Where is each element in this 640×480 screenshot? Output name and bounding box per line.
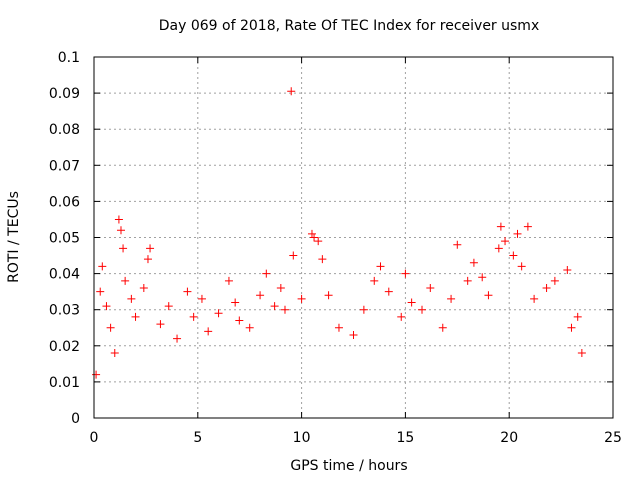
data-point [463,276,472,285]
x-tick-label: 15 [396,430,414,446]
x-tick-label: 25 [604,430,622,446]
y-tick-label: 0.1 [58,50,80,66]
data-point [235,316,244,325]
y-tick-label: 0.09 [49,86,80,102]
x-tick-label: 5 [193,430,202,446]
data-point [96,287,105,296]
data-point [376,262,385,271]
y-tick-label: 0.06 [49,194,80,210]
data-point [280,305,289,314]
y-tick-label: 0.03 [49,303,80,319]
data-point [98,262,107,271]
data-point [307,229,316,238]
data-point [224,276,233,285]
data-point [110,349,119,358]
data-point [401,269,410,278]
data-point [438,323,447,332]
y-tick-label: 0.01 [49,375,80,391]
data-point [102,302,111,311]
data-point [453,240,462,249]
x-axis-label: GPS time / hours [290,458,407,474]
data-point [567,323,576,332]
data-point [397,312,406,321]
data-point [517,262,526,271]
data-point [204,327,213,336]
data-point [494,244,503,253]
y-axis-label: ROTI / TECUs [6,191,22,283]
data-point [143,255,152,264]
data-point [146,244,155,253]
grid [94,57,613,418]
data-point [407,298,416,307]
data-point [573,312,582,321]
y-tick-label: 0.04 [49,267,80,283]
data-point [92,370,101,379]
x-tick-label: 0 [90,430,99,446]
data-point [426,284,435,293]
data-point [189,312,198,321]
data-point [334,323,343,332]
data-point [310,233,319,242]
data-point [478,273,487,282]
data-point [324,291,333,300]
data-point [447,294,456,303]
data-point [256,291,265,300]
data-point [214,309,223,318]
data-points [92,87,586,379]
data-point [349,330,358,339]
data-point [131,312,140,321]
data-point [509,251,518,260]
x-tick-label: 20 [500,430,518,446]
data-point [289,251,298,260]
y-tick-label: 0.02 [49,339,80,355]
data-point [318,255,327,264]
data-point [276,284,285,293]
y-tick-label: 0.05 [49,231,80,247]
data-point [418,305,427,314]
data-point [384,287,393,296]
data-point [127,294,136,303]
data-point [314,237,323,246]
data-point [297,294,306,303]
y-tick-label: 0.07 [49,158,80,174]
data-point [501,237,510,246]
data-point [231,298,240,307]
y-tick-label: 0 [71,411,80,427]
data-point [116,226,125,235]
data-point [173,334,182,343]
data-point [262,269,271,278]
data-point [469,258,478,267]
data-point [287,87,296,96]
data-point [119,244,128,253]
data-point [530,294,539,303]
x-tick-label: 10 [293,430,311,446]
x-axis: 0 5 10 15 20 25 [90,57,622,446]
y-tick-label: 0.08 [49,122,80,138]
data-point [563,265,572,274]
data-point [245,323,254,332]
data-point [496,222,505,231]
data-point [121,276,130,285]
data-point [270,302,279,311]
data-point [542,284,551,293]
chart-title: Day 069 of 2018, Rate Of TEC Index for r… [159,18,539,34]
data-point [156,320,165,329]
data-point [523,222,532,231]
data-point [114,215,123,224]
data-point [550,276,559,285]
data-point [197,294,206,303]
data-point [484,291,493,300]
data-point [370,276,379,285]
data-point [359,305,368,314]
data-point [577,349,586,358]
data-point [106,323,115,332]
data-point [513,229,522,238]
data-point [164,302,173,311]
y-axis: 0 0.01 0.02 0.03 0.04 0.05 0.06 0.07 0.08 0.09 0.1 [49,50,613,427]
data-point [139,284,148,293]
data-point [183,287,192,296]
